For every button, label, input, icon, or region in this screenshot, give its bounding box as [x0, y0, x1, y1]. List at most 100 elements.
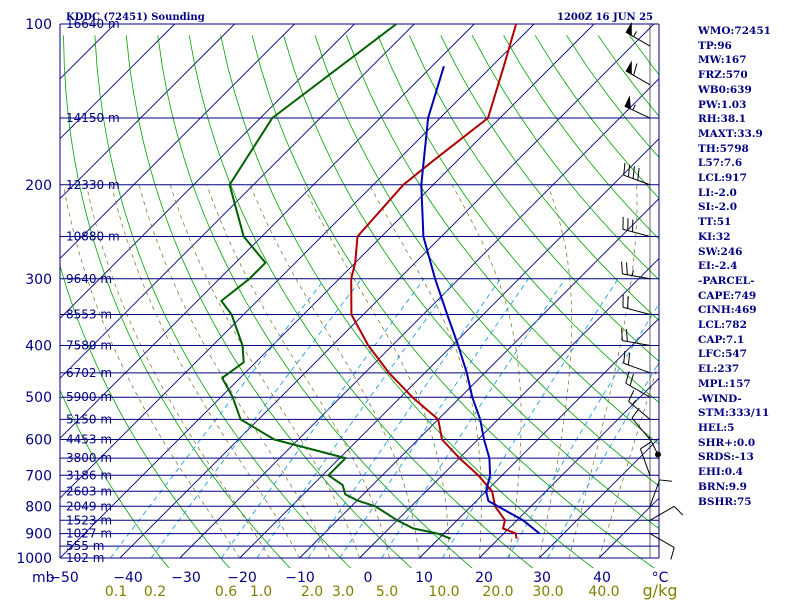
- height-label: 3800 m: [66, 451, 112, 465]
- isotherm: [478, 377, 659, 559]
- barb-staff: [631, 417, 651, 440]
- index-item: PW:1.03: [698, 98, 747, 111]
- barb-flag: [670, 547, 675, 560]
- index-item: LFC:547: [698, 348, 747, 361]
- barb-staff: [623, 174, 651, 186]
- index-item: CAPE:749: [698, 289, 757, 302]
- pressure-label: 500: [25, 390, 52, 406]
- isotherm: [60, 24, 595, 559]
- pressure-label: 700: [25, 468, 52, 484]
- barb-staff: [625, 382, 651, 398]
- pressure-label: 100: [25, 17, 52, 33]
- wind-barb: [624, 95, 651, 119]
- moist-adiabat: [451, 184, 522, 559]
- wind-barb: [631, 407, 651, 440]
- dry-adiabat: [283, 35, 659, 530]
- mixing-ratio-label: 40.0: [588, 584, 619, 600]
- pressure-label: 600: [25, 433, 52, 449]
- barb-half-flag: [631, 399, 637, 405]
- dry-adiabat: [251, 35, 655, 568]
- temperature-tick-label: −30: [171, 570, 201, 586]
- height-label: 6702 m: [66, 366, 112, 380]
- mixing-ratio-label: 10.0: [428, 584, 459, 600]
- mixing-ratio-line: [150, 278, 362, 559]
- wind-barb: [625, 21, 651, 47]
- moist-adiabat: [369, 184, 482, 559]
- isotherm: [60, 24, 235, 200]
- index-item: EI:-2.4: [698, 260, 738, 273]
- temperature-tick-label: 20: [475, 570, 493, 586]
- barb-flag: [627, 164, 631, 177]
- barb-flag: [632, 166, 635, 179]
- index-item: MW:167: [698, 54, 747, 67]
- barb-half-flag: [632, 104, 636, 111]
- sounding-profiles: [220, 24, 541, 540]
- moist-adiabat: [249, 184, 420, 559]
- dry-adiabat: [377, 35, 659, 404]
- barb-flag: [629, 373, 634, 386]
- temperature-line: [350, 24, 518, 539]
- barb-staff: [649, 479, 661, 507]
- barb-half-flag: [631, 269, 634, 276]
- dry-adiabat: [188, 35, 534, 568]
- mixing-ratio-label: 5.0: [376, 584, 398, 600]
- wind-barb: [623, 162, 651, 186]
- index-item: WMO:72451: [698, 25, 771, 37]
- height-label: 16640 m: [66, 17, 120, 31]
- isotherm: [60, 24, 415, 379]
- temperature-tick-label: −10: [285, 570, 315, 586]
- index-item: SHR+:0.0: [698, 436, 756, 449]
- temperature-tick-label: 30: [533, 570, 551, 586]
- height-label: 12330 m: [66, 178, 120, 192]
- dry-adiabat: [408, 35, 659, 362]
- index-item: BRN:9.9: [698, 480, 747, 493]
- time-stamp: 1200Z 16 JUN 25: [557, 12, 653, 23]
- height-label: 5150 m: [66, 412, 112, 426]
- temperature-tick-label: 40: [593, 570, 611, 586]
- barb-flag: [637, 167, 640, 181]
- index-item: -PARCEL-: [698, 274, 755, 287]
- isotherm: [239, 138, 659, 559]
- isotherm: [538, 437, 659, 559]
- mixing-ratio-label: 0.2: [144, 584, 166, 600]
- temperature-tick-label: 10: [415, 570, 433, 586]
- parcel-line: [420, 66, 541, 535]
- barb-flag: [623, 162, 626, 176]
- height-label: 4453 m: [66, 433, 112, 447]
- pressure-label: 800: [25, 499, 52, 515]
- isotherm: [419, 317, 659, 559]
- barb-pennant: [625, 21, 632, 36]
- barb-flag: [621, 328, 623, 341]
- pressure-label: 200: [25, 178, 52, 194]
- index-item: EL:237: [698, 363, 740, 376]
- height-label: 3186 m: [66, 468, 112, 482]
- dry-adiabat: [471, 35, 659, 281]
- barb-staff: [649, 533, 675, 548]
- barb-staff: [649, 505, 675, 521]
- barb-flag: [659, 479, 672, 482]
- height-label: 14150 m: [66, 111, 120, 125]
- dry-adiabat: [314, 35, 659, 487]
- pressure-label: 400: [25, 339, 52, 355]
- barb-flag: [621, 261, 623, 274]
- index-item: LCL:782: [698, 319, 747, 332]
- mixing-ratio-label: 0.1: [105, 584, 127, 600]
- pressure-label: 300: [25, 272, 52, 288]
- storm-motion-vector: [648, 436, 659, 455]
- index-item: KI:32: [698, 230, 731, 243]
- moist-adiabat: [206, 184, 390, 559]
- chart-grid: [60, 24, 659, 568]
- mixing-ratio-label: 20.0: [482, 584, 513, 600]
- isotherm: [60, 24, 355, 320]
- pressure-label: 1000: [16, 551, 52, 567]
- barb-staff: [625, 70, 651, 86]
- isobars: [59, 23, 660, 559]
- index-item: WB0:639: [698, 83, 752, 96]
- temperature-tick-label: −40: [113, 570, 143, 586]
- height-label: 9640 m: [66, 272, 112, 286]
- wind-barb: [622, 294, 651, 316]
- wind-barb: [623, 350, 651, 374]
- index-item: SI:-2.0: [698, 201, 737, 214]
